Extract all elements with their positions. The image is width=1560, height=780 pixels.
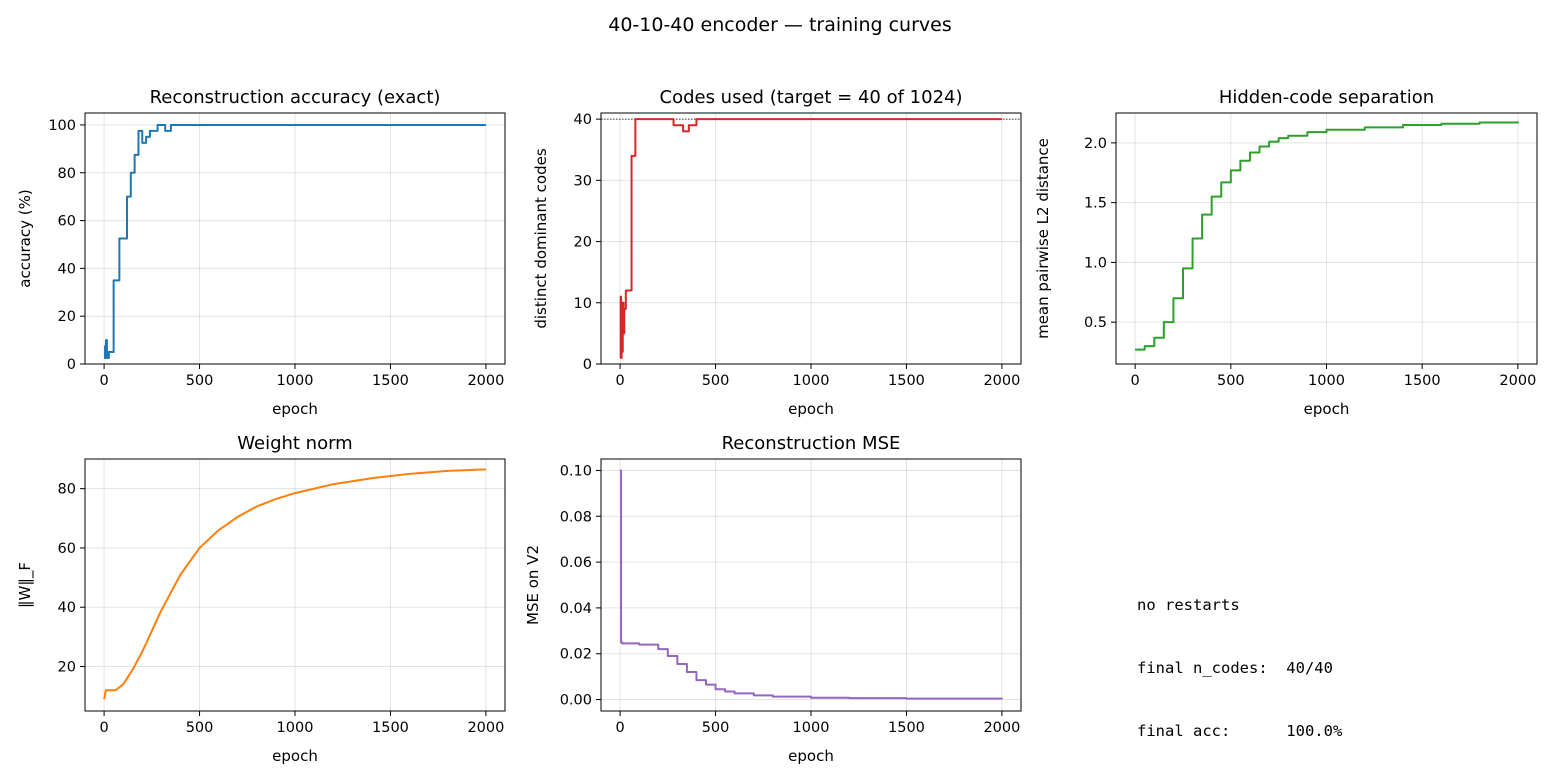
y-axis-label: distinct dominant codes	[532, 148, 550, 328]
x-tick-label: 0	[615, 720, 624, 736]
series-line-wnorm	[103, 468, 486, 700]
x-tick-label: 1500	[372, 373, 409, 389]
series-line-mse	[620, 469, 1003, 700]
y-tick-label: 0.06	[560, 555, 592, 571]
x-tick-label: 2000	[467, 373, 504, 389]
y-tick-label: 0.08	[560, 509, 592, 525]
summary-text: no restarts final n_codes: 40/40 final a…	[1137, 553, 1342, 763]
subplot-codes: 0 500 1000 1500 2000 0 10 20 30 40 Codes used (tar…	[532, 87, 1022, 418]
summary-restarts: no restarts	[1137, 596, 1240, 614]
x-tick-label: 2000	[983, 373, 1020, 389]
axes-frame	[600, 458, 1022, 712]
x-tick-label: 500	[702, 720, 730, 736]
y-tick-label: 80	[58, 166, 76, 182]
x-tick-label: 1000	[277, 720, 314, 736]
y-tick-label: 40	[574, 112, 592, 128]
x-tick-label: 1500	[888, 373, 925, 389]
y-tick-label: 20	[574, 235, 592, 251]
y-tick-label: 0.5	[1084, 315, 1107, 331]
x-tick-label: 1500	[372, 720, 409, 736]
y-tick-label: 0.10	[560, 463, 592, 479]
y-tick-label: 60	[58, 541, 76, 557]
y-axis-label: MSE on V2	[524, 545, 542, 625]
y-tick-label: 0.02	[560, 647, 592, 663]
x-tick-label: 500	[1217, 373, 1245, 389]
x-tick-label: 0	[615, 373, 624, 389]
y-tick-label: 1.0	[1084, 255, 1107, 271]
x-tick-label: 500	[702, 373, 730, 389]
x-axis-label: epoch	[272, 400, 318, 418]
y-tick-label: 20	[58, 660, 76, 676]
figure-title: 40-10-40 encoder — training curves	[608, 14, 952, 36]
x-tick-label: 2000	[983, 720, 1020, 736]
y-tick-label: 60	[58, 214, 76, 230]
x-tick-label: 1000	[1308, 373, 1345, 389]
y-tick-label: 0.04	[560, 601, 592, 617]
x-tick-label: 0	[99, 373, 108, 389]
y-tick-label: 40	[58, 261, 76, 277]
subplot-sep: 0 500 1000 1500 2000 0.5 1.0 1.5 2.0 Hidden-code …	[1034, 87, 1538, 418]
x-tick-label: 500	[186, 373, 214, 389]
y-tick-label: 0	[67, 357, 76, 373]
series-line-codes	[619, 118, 1002, 359]
x-axis-label: epoch	[1304, 400, 1350, 418]
y-tick-label: 30	[574, 173, 592, 189]
x-tick-label: 0	[1131, 373, 1140, 389]
subplot-title: Codes used (target = 40 of 1024)	[660, 87, 963, 108]
x-axis-label: epoch	[272, 747, 318, 765]
subplot-mse: 0 500 1000 1500 2000 0.00 0.02 0.04 0.06 0.08 0.10…	[524, 433, 1022, 765]
x-tick-label: 1000	[277, 373, 314, 389]
series-line-sep	[1135, 121, 1519, 351]
y-tick-label: 1.5	[1084, 196, 1107, 212]
y-tick-label: 40	[58, 600, 76, 616]
x-axis-label: epoch	[788, 747, 834, 765]
subplot-title: Hidden-code separation	[1219, 87, 1434, 108]
y-tick-label: 0.00	[560, 693, 592, 709]
y-tick-label: 10	[574, 296, 592, 312]
y-tick-label: 0	[583, 357, 592, 373]
y-axis-label: ‖W‖_F	[16, 562, 35, 608]
y-tick-label: 100	[48, 118, 76, 134]
axes-frame	[84, 458, 506, 712]
axes-frame	[600, 112, 1022, 365]
y-tick-label: 20	[58, 309, 76, 325]
subplot-wnorm: 0 500 1000 1500 2000 20 40 60 80 Weight norm epoch…	[16, 433, 506, 765]
summary-final-codes: final n_codes: 40/40	[1137, 659, 1333, 677]
x-tick-label: 1500	[888, 720, 925, 736]
x-tick-label: 500	[186, 720, 214, 736]
x-tick-label: 2000	[1499, 373, 1536, 389]
summary-final-accuracy: final acc: 100.0%	[1137, 722, 1343, 740]
subplot-title: Reconstruction accuracy (exact)	[150, 87, 441, 108]
subplot-title: Weight norm	[237, 433, 352, 454]
axes-frame	[84, 112, 506, 365]
x-axis-label: epoch	[788, 400, 834, 418]
axes-frame	[1115, 112, 1538, 365]
x-tick-label: 1000	[793, 373, 830, 389]
x-tick-label: 0	[99, 720, 108, 736]
y-tick-label: 2.0	[1084, 136, 1107, 152]
series-line-acc	[104, 123, 486, 360]
y-axis-label: accuracy (%)	[16, 189, 34, 287]
y-axis-label: mean pairwise L2 distance	[1034, 138, 1052, 339]
x-tick-label: 1500	[1404, 373, 1441, 389]
subplot-title: Reconstruction MSE	[722, 433, 901, 454]
x-tick-label: 1000	[793, 720, 830, 736]
y-tick-label: 80	[58, 482, 76, 498]
x-tick-label: 2000	[467, 720, 504, 736]
subplot-acc: 0 500 1000 1500 2000 0 20 40 60 80 100 Reconstructi…	[16, 87, 506, 418]
